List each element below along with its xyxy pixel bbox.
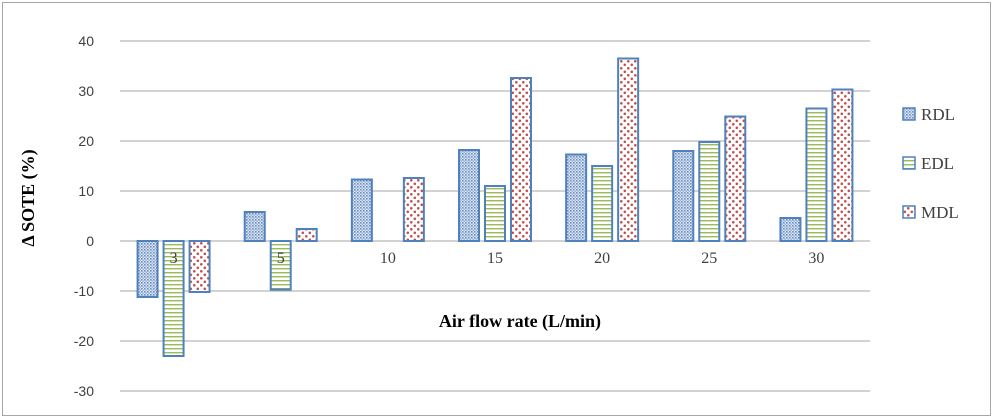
legend-swatch-rdl [902,107,916,121]
bar-edl-5 [269,240,292,291]
x-tick-label: 25 [701,250,717,267]
y-tick-label: 20 [78,133,94,149]
category-labels: 3 5 10 15 20 25 30 [170,250,825,267]
y-tick-label: 30 [78,83,94,99]
bar-rdl-30 [779,217,802,242]
bar-edl-25 [698,141,721,242]
bar-mdl-25 [724,115,747,242]
bar-mdl-5 [295,228,318,242]
bar-rdl-3 [136,240,159,298]
legend-swatch-edl [902,156,916,170]
x-tick-label: 30 [808,250,824,267]
bar-mdl-15 [510,77,532,242]
legend-label-edl: EDL [921,154,954,173]
y-axis-title: Δ SOTE (%) [18,149,39,246]
bar-rdl-5 [243,211,266,242]
y-tick-label: 10 [78,183,94,199]
bars [136,57,854,357]
y-tick-label: 0 [86,233,94,249]
legend: RDL EDL MDL [902,105,959,222]
y-tick-label: -30 [74,383,94,399]
bar-rdl-25 [672,150,695,242]
y-tick-label: -10 [74,283,94,299]
legend-label-rdl: RDL [921,105,955,124]
x-axis-title: Air flow rate (L/min) [439,311,601,332]
bar-rdl-10 [350,178,373,242]
x-tick-label: 5 [277,250,285,267]
bar-edl-3 [162,240,185,357]
bar-rdl-20 [565,153,588,242]
y-tick-label: 40 [78,33,94,49]
x-tick-label: 10 [380,250,396,267]
y-tick-label: -20 [74,333,94,349]
x-tick-label: 20 [594,250,610,267]
bar-edl-15 [484,185,506,242]
x-tick-label: 15 [487,250,503,267]
bar-mdl-3 [188,240,211,293]
bar-rdl-15 [458,149,480,242]
bar-edl-20 [591,165,614,242]
bar-mdl-30 [831,88,854,242]
legend-swatch-mdl [902,205,916,219]
y-axis-ticks: 40 30 20 10 0 -10 -20 -30 [74,33,94,399]
legend-label-mdl: MDL [921,203,959,222]
bar-edl-30 [805,107,828,242]
bar-mdl-10 [402,177,425,242]
x-tick-label: 3 [170,250,178,267]
bar-mdl-20 [617,57,640,242]
